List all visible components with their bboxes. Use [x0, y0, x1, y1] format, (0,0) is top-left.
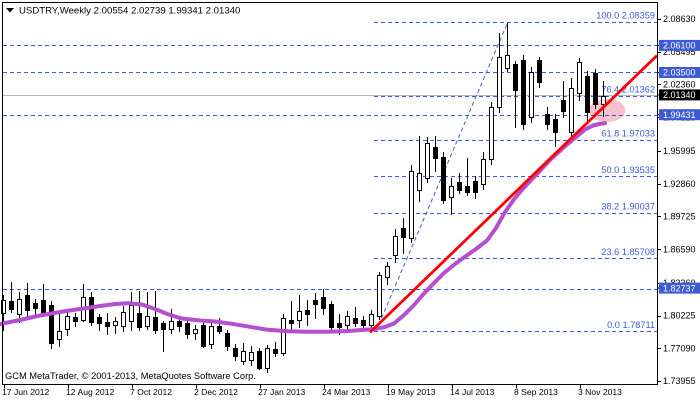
- svg-text:1.99431: 1.99431: [663, 110, 696, 120]
- svg-text:100.0 2.08359: 100.0 2.08359: [596, 10, 655, 20]
- svg-text:GCM MetaTrader, © 2001-2013, M: GCM MetaTrader, © 2001-2013, MetaQuotes …: [5, 371, 256, 381]
- svg-text:17 Jun 2012: 17 Jun 2012: [2, 387, 50, 397]
- svg-text:2.05495: 2.05495: [663, 47, 696, 57]
- svg-text:23.6 1.85708: 23.6 1.85708: [601, 247, 655, 257]
- svg-text:2.03500: 2.03500: [663, 68, 696, 78]
- svg-text:2.06100: 2.06100: [663, 41, 696, 51]
- svg-text:19 May 2013: 19 May 2013: [386, 387, 436, 397]
- svg-text:1.73955: 1.73955: [663, 376, 696, 386]
- svg-text:1.89725: 1.89725: [663, 212, 696, 222]
- svg-text:1.95995: 1.95995: [663, 146, 696, 156]
- svg-text:27 Jan 2013: 27 Jan 2013: [258, 387, 306, 397]
- svg-text:0.0 1.78711: 0.0 1.78711: [607, 320, 655, 330]
- svg-text:8 Sep 2013: 8 Sep 2013: [514, 387, 558, 397]
- svg-text:14 Jul 2013: 14 Jul 2013: [450, 387, 495, 397]
- svg-text:1.92860: 1.92860: [663, 179, 696, 189]
- svg-text:38.2 1.90037: 38.2 1.90037: [601, 202, 655, 212]
- svg-text:2.08630: 2.08630: [663, 14, 696, 24]
- svg-text:1.77090: 1.77090: [663, 343, 696, 353]
- svg-text:76.4 2.01362: 76.4 2.01362: [601, 84, 655, 94]
- svg-text:1.82737: 1.82737: [663, 283, 696, 293]
- svg-text:1.86590: 1.86590: [663, 244, 696, 254]
- svg-text:24 Mar 2013: 24 Mar 2013: [322, 387, 370, 397]
- svg-text:2.02360: 2.02360: [663, 80, 696, 90]
- svg-text:1.80225: 1.80225: [663, 311, 696, 321]
- svg-text:50.0 1.93535: 50.0 1.93535: [601, 165, 655, 175]
- svg-text:61.8 1.97033: 61.8 1.97033: [601, 129, 655, 139]
- svg-text:3 Nov 2013: 3 Nov 2013: [578, 387, 622, 397]
- svg-text:2 Dec 2012: 2 Dec 2012: [194, 387, 238, 397]
- svg-text:2.01340: 2.01340: [663, 90, 696, 100]
- svg-text:12 Aug 2012: 12 Aug 2012: [66, 387, 114, 397]
- svg-text:7 Oct 2012: 7 Oct 2012: [130, 387, 172, 397]
- svg-text:USDTRY,Weekly 2.00554 2.02739: USDTRY,Weekly 2.00554 2.02739 1.99341 2.…: [19, 5, 240, 16]
